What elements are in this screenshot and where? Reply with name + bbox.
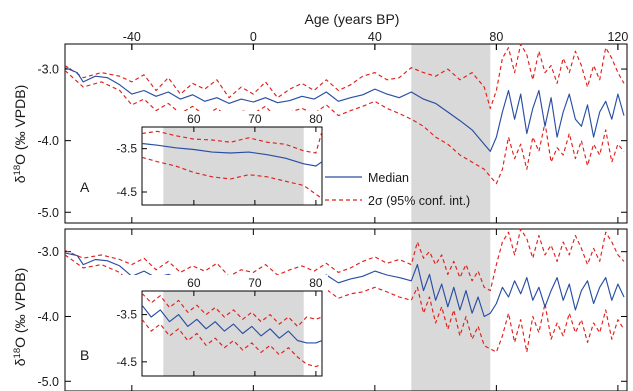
panel-letter: B bbox=[80, 347, 89, 363]
inset-x-tick-label: 80 bbox=[309, 112, 323, 126]
inset-ci-upper-line bbox=[141, 130, 323, 154]
plot-frame bbox=[64, 43, 628, 224]
plot-frame bbox=[64, 228, 628, 391]
y-axis-title-suffix: O (‰ VPDB) bbox=[12, 85, 28, 165]
legend: Median 2σ (95% conf. int.) bbox=[325, 171, 470, 208]
inset-x-tick-label: 60 bbox=[187, 112, 201, 126]
top-tick-label: 0 bbox=[250, 30, 257, 44]
inset-median-line bbox=[141, 142, 323, 167]
y-axis-title-a: δ18O (‰ VPDB) bbox=[12, 85, 29, 184]
inset-x-tick-label: 80 bbox=[309, 276, 323, 290]
y-tick-label: -5.0 bbox=[37, 206, 59, 220]
inset-frame bbox=[141, 126, 323, 206]
y-axis-title-prefix: δ bbox=[12, 358, 28, 366]
y-tick-label: -3.0 bbox=[37, 245, 59, 259]
inset-y-tick-label: -4.5 bbox=[116, 355, 137, 369]
inset-ci-lower-line bbox=[141, 318, 323, 368]
top-tick-label: -40 bbox=[123, 30, 141, 44]
inset-x-tick-label: 70 bbox=[248, 276, 262, 290]
shaded-interval bbox=[411, 44, 491, 223]
top-tick-label: 40 bbox=[368, 30, 382, 44]
y-tick-label: -5.0 bbox=[37, 375, 59, 389]
ci-lower-line bbox=[64, 70, 625, 185]
y-axis-title-b: δ18O (‰ VPDB) bbox=[12, 268, 29, 367]
top-axis: -40 0 40 80 120 bbox=[123, 30, 628, 50]
inset-frame bbox=[141, 290, 323, 377]
inset-y-tick-label: -3.5 bbox=[116, 142, 137, 156]
y-axis-title-sup: 18 bbox=[12, 165, 23, 176]
inset-shaded-interval bbox=[163, 291, 304, 376]
y-axis-title-prefix: δ bbox=[12, 175, 28, 183]
top-axis-title: Age (years BP) bbox=[305, 11, 400, 27]
y-tick-label: -3.0 bbox=[37, 63, 59, 77]
top-tick-label: 120 bbox=[607, 30, 628, 44]
panel-a: -3.0 -4.0 -5.0 A 60 70 80 -3.5 -4.5 bbox=[37, 43, 628, 224]
y-tick-label: -4.0 bbox=[37, 310, 59, 324]
inset-ci-upper-line bbox=[141, 292, 323, 327]
inset-median-line bbox=[141, 304, 323, 344]
panel-b: -3.0 -4.0 -5.0 B 60 70 80 -3.5 -4.5 bbox=[37, 228, 628, 391]
legend-ci-label: 2σ (95% conf. int.) bbox=[368, 194, 470, 208]
ci-upper-line bbox=[64, 43, 625, 109]
median-line bbox=[64, 67, 625, 152]
top-tick-label: 80 bbox=[489, 30, 503, 44]
inset-y-tick-label: -3.5 bbox=[116, 308, 137, 322]
y-axis-title-suffix: O (‰ VPDB) bbox=[12, 268, 28, 348]
inset-x-tick-label: 70 bbox=[248, 112, 262, 126]
inset-x-tick-label: 60 bbox=[187, 276, 201, 290]
panel-letter: A bbox=[80, 179, 90, 195]
y-tick-label: -4.0 bbox=[37, 134, 59, 148]
y-axis-title-sup: 18 bbox=[12, 348, 23, 359]
legend-median-label: Median bbox=[368, 171, 409, 185]
ci-upper-line bbox=[64, 228, 625, 292]
inset-y-tick-label: -4.5 bbox=[116, 185, 137, 199]
inset-shaded-interval bbox=[163, 127, 304, 205]
inset-ci-lower-line bbox=[141, 156, 323, 199]
